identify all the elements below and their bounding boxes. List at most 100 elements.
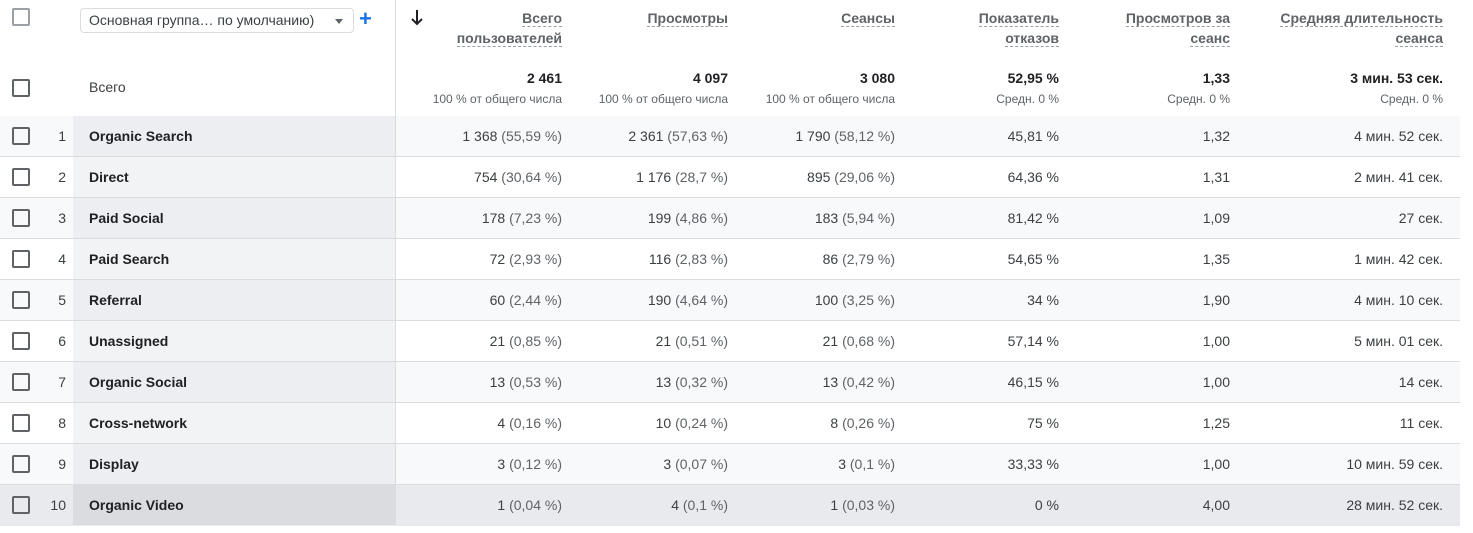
cell-users-percent: (0,12 %) bbox=[505, 456, 562, 472]
select-all-checkbox-top[interactable] bbox=[12, 8, 30, 26]
dimension-cell-bg bbox=[73, 239, 396, 279]
table-row[interactable]: 1 Organic Search 1 368 (55,59 %) 2 361 (57,… bbox=[0, 116, 1460, 157]
table-row[interactable]: 2 Direct 754 (30,64 %) 1 176 (28,7 %) 895 (2… bbox=[0, 157, 1460, 198]
cell-views: 1 176 (28,7 %) bbox=[570, 157, 728, 197]
cell-bounce-rate: 34 % bbox=[900, 280, 1059, 320]
total-bounce-rate-sub: Средн. 0 % bbox=[996, 92, 1059, 106]
cell-sessions-value: 895 bbox=[807, 169, 831, 185]
cell-views: 3 (0,07 %) bbox=[570, 444, 728, 484]
cell-sessions: 183 (5,94 %) bbox=[740, 198, 895, 238]
cell-users: 4 (0,16 %) bbox=[400, 403, 562, 443]
row-number: 9 bbox=[58, 456, 66, 472]
cell-users-value: 60 bbox=[489, 292, 506, 308]
cell-views-per-session-value: 1,25 bbox=[1202, 415, 1230, 431]
table-row[interactable]: 5 Referral 60 (2,44 %) 190 (4,64 %) 100 (3,2… bbox=[0, 280, 1460, 321]
cell-avg-duration: 4 мин. 10 сек. bbox=[1240, 280, 1443, 320]
row-checkbox[interactable] bbox=[12, 455, 30, 473]
row-dimension-label[interactable]: Paid Social bbox=[89, 210, 164, 226]
cell-views-per-session-value: 1,90 bbox=[1202, 292, 1230, 308]
dimension-cell-bg bbox=[73, 321, 396, 361]
table-row[interactable]: 9 Display 3 (0,12 %) 3 (0,07 %) 3 (0,1 %) 33,… bbox=[0, 444, 1460, 485]
cell-users: 1 368 (55,59 %) bbox=[400, 116, 562, 156]
cell-avg-duration: 28 мин. 52 сек. bbox=[1240, 485, 1443, 525]
cell-users: 60 (2,44 %) bbox=[400, 280, 562, 320]
cell-users: 13 (0,53 %) bbox=[400, 362, 562, 402]
cell-views-per-session-value: 1,00 bbox=[1202, 374, 1230, 390]
total-avg-duration-sub: Средн. 0 % bbox=[1380, 92, 1443, 106]
row-dimension-label[interactable]: Unassigned bbox=[89, 333, 169, 349]
table-row[interactable]: 3 Paid Social 178 (7,23 %) 199 (4,86 %) 183 … bbox=[0, 198, 1460, 239]
cell-views-value: 116 bbox=[648, 251, 672, 267]
row-number: 1 bbox=[58, 128, 66, 144]
row-checkbox[interactable] bbox=[12, 168, 30, 186]
cell-sessions-percent: (5,94 %) bbox=[838, 210, 895, 226]
cell-users-value: 1 bbox=[497, 497, 506, 513]
dimension-cell-bg bbox=[73, 198, 396, 238]
col-header-views[interactable]: Просмотры bbox=[647, 10, 728, 27]
total-views-sub: 100 % от общего числа bbox=[598, 92, 728, 106]
sort-descending-icon[interactable] bbox=[409, 8, 425, 28]
cell-avg-duration-value: 5 мин. 01 сек. bbox=[1354, 333, 1443, 349]
dimension-cell-bg bbox=[73, 280, 396, 320]
cell-sessions-percent: (0,1 %) bbox=[845, 456, 895, 472]
cell-views: 21 (0,51 %) bbox=[570, 321, 728, 361]
cell-bounce-rate: 54,65 % bbox=[900, 239, 1059, 279]
cell-views-per-session: 1,90 bbox=[1070, 280, 1230, 320]
col-header-users[interactable]: Всего пользователей bbox=[456, 10, 562, 47]
row-checkbox[interactable] bbox=[12, 332, 30, 350]
table-row[interactable]: 4 Paid Search 72 (2,93 %) 116 (2,83 %) 86 (2… bbox=[0, 239, 1460, 280]
cell-sessions-value: 3 bbox=[838, 456, 846, 472]
table-row[interactable]: 7 Organic Social 13 (0,53 %) 13 (0,32 %) 13 … bbox=[0, 362, 1460, 403]
dimension-cell-bg bbox=[73, 485, 396, 525]
row-dimension-label[interactable]: Display bbox=[89, 456, 139, 472]
row-number: 5 bbox=[58, 292, 66, 308]
col-header-avg-session-duration[interactable]: Средняя длительность сеанса bbox=[1280, 10, 1443, 47]
cell-views-value: 4 bbox=[671, 497, 679, 513]
row-checkbox[interactable] bbox=[12, 250, 30, 268]
table-row[interactable]: 8 Cross-network 4 (0,16 %) 10 (0,24 %) 8 (0,… bbox=[0, 403, 1460, 444]
cell-sessions-value: 1 bbox=[830, 497, 839, 513]
cell-users-value: 4 bbox=[497, 415, 506, 431]
cell-views-per-session: 1,25 bbox=[1070, 403, 1230, 443]
row-dimension-label[interactable]: Organic Social bbox=[89, 374, 188, 390]
row-dimension-label[interactable]: Direct bbox=[89, 169, 129, 185]
dimension-select[interactable]: Основная группа… по умолчанию) bbox=[80, 8, 354, 33]
cell-bounce-rate-value: 57,14 % bbox=[1007, 333, 1059, 349]
row-dimension-label[interactable]: Organic Video bbox=[89, 497, 184, 513]
cell-views: 13 (0,32 %) bbox=[570, 362, 728, 402]
col-header-bounce-rate[interactable]: Показатель отказов bbox=[978, 10, 1059, 47]
table-row[interactable]: 6 Unassigned 21 (0,85 %) 21 (0,51 %) 21 (0,6… bbox=[0, 321, 1460, 362]
total-users-sub: 100 % от общего числа bbox=[432, 92, 562, 106]
row-dimension-label[interactable]: Cross-network bbox=[89, 415, 188, 431]
dimension-cell-bg bbox=[73, 362, 396, 402]
cell-bounce-rate: 46,15 % bbox=[900, 362, 1059, 402]
table-row[interactable]: 10 Organic Video 1 (0,04 %) 4 (0,1 %) 1 (0,0… bbox=[0, 485, 1460, 526]
cell-views-value: 10 bbox=[655, 415, 672, 431]
row-checkbox[interactable] bbox=[12, 496, 30, 514]
row-checkbox[interactable] bbox=[12, 209, 30, 227]
row-checkbox[interactable] bbox=[12, 127, 30, 145]
cell-users-percent: (0,85 %) bbox=[505, 333, 562, 349]
col-header-views-per-session[interactable]: Просмотров за сеанс bbox=[1125, 10, 1230, 47]
cell-sessions-value: 1 790 bbox=[795, 128, 831, 144]
row-checkbox[interactable] bbox=[12, 291, 30, 309]
cell-views-per-session: 1,00 bbox=[1070, 444, 1230, 484]
row-checkbox[interactable] bbox=[12, 414, 30, 432]
cell-avg-duration-value: 14 сек. bbox=[1398, 374, 1443, 390]
row-number: 2 bbox=[58, 169, 66, 185]
cell-sessions-value: 21 bbox=[822, 333, 839, 349]
cell-sessions-value: 183 bbox=[814, 210, 839, 226]
row-dimension-label[interactable]: Paid Search bbox=[89, 251, 170, 267]
row-checkbox[interactable] bbox=[12, 373, 30, 391]
add-dimension-icon[interactable]: + bbox=[359, 6, 372, 31]
cell-views-value: 1 176 bbox=[636, 169, 672, 185]
row-dimension-label[interactable]: Organic Search bbox=[89, 128, 193, 144]
select-all-checkbox[interactable] bbox=[12, 79, 30, 97]
cell-bounce-rate: 75 % bbox=[900, 403, 1059, 443]
cell-bounce-rate: 45,81 % bbox=[900, 116, 1059, 156]
row-dimension-label[interactable]: Referral bbox=[89, 292, 142, 308]
dimension-column-divider bbox=[395, 0, 396, 525]
cell-views-per-session: 1,31 bbox=[1070, 157, 1230, 197]
col-header-sessions[interactable]: Сеансы bbox=[841, 10, 895, 27]
total-bounce-rate: 52,95 % bbox=[1007, 70, 1059, 86]
